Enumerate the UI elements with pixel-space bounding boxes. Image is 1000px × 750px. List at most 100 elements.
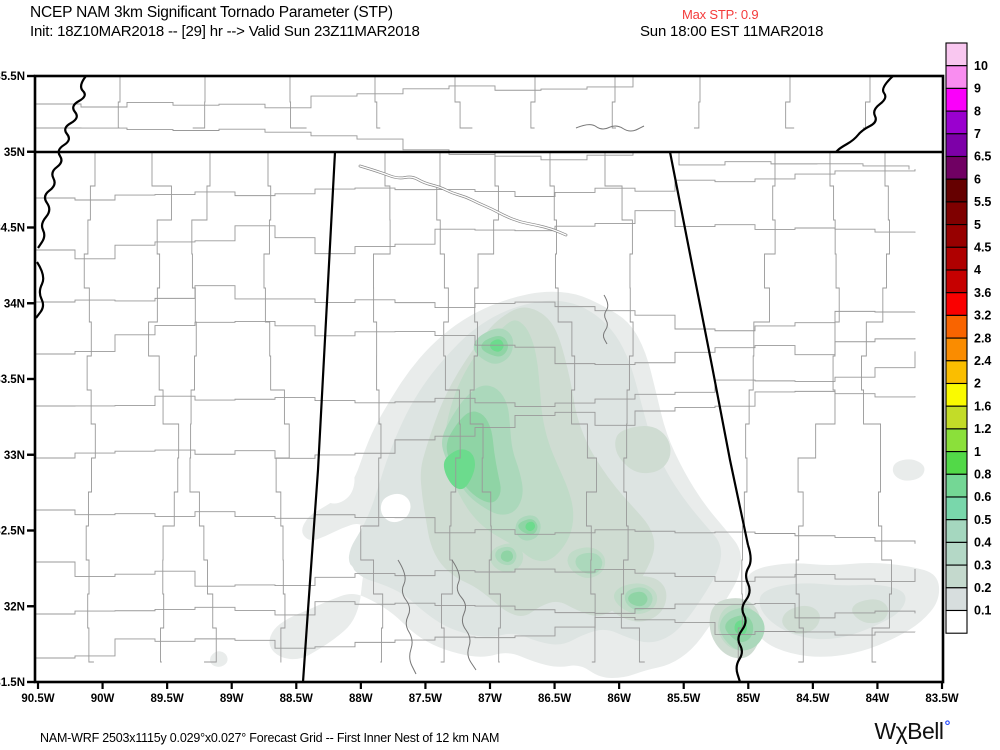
colorbar-tick-label: 2	[974, 377, 981, 391]
colorbar-tick-label: 10	[974, 59, 988, 73]
county-line	[530, 77, 536, 129]
smith-lake	[602, 294, 609, 345]
county-line	[289, 77, 307, 129]
colorbar-tick-label: 2.4	[974, 354, 991, 368]
wxbell-logo-text: WχBell	[874, 718, 944, 744]
colorbar-swatch	[945, 451, 968, 475]
county-line	[36, 321, 916, 366]
stp-contour-f-blob-0.6	[628, 591, 648, 607]
wxbell-degree-icon: °	[944, 718, 951, 735]
lat-tick-label: 34.5N	[0, 223, 25, 235]
colorbar-swatch	[945, 87, 968, 112]
max-stp-label: Max STP: 0.9	[682, 7, 759, 22]
lon-tick-label: 84.5W	[796, 693, 829, 705]
lon-tick-label: 88.5W	[280, 693, 313, 705]
colorbar-swatch	[945, 405, 968, 430]
colorbar-tick-label: 6.5	[974, 150, 991, 164]
county-line	[737, 152, 776, 663]
mississippi-alabama-border	[301, 151, 337, 681]
colorbar-tick-label: 0.4	[974, 536, 991, 550]
lat-tick-label: 32N	[4, 601, 25, 613]
county-line	[36, 509, 916, 544]
tennessee-creek	[575, 124, 645, 132]
lat-tick-label: 35.5N	[0, 71, 25, 83]
colorbar-swatch	[945, 224, 968, 248]
colorbar-swatch	[945, 133, 968, 158]
tennessee-northcarolina-border	[835, 77, 894, 153]
county-line	[785, 77, 795, 129]
lon-tick-label: 83.5W	[925, 693, 958, 705]
colorbar-tick-label: 0.6	[974, 490, 991, 504]
stp-contour-white-hole-2	[316, 464, 355, 504]
county-line	[36, 561, 916, 587]
county-line	[36, 601, 916, 619]
colorbar-swatch	[945, 587, 968, 612]
county-line	[117, 77, 121, 129]
colorbar-swatch	[945, 110, 968, 135]
colorbar-swatch	[945, 292, 968, 316]
county-line	[374, 77, 381, 129]
stp-contour-d-blob-0.6	[500, 550, 513, 562]
lon-tick-label: 88W	[349, 693, 373, 705]
colorbar-swatch	[945, 42, 968, 67]
county-line	[611, 77, 616, 129]
lat-tick-label: 34N	[4, 298, 25, 310]
chattahoochee-river-border	[735, 544, 752, 681]
tennessee-river-inner	[359, 165, 567, 236]
colorbar-swatch	[945, 496, 968, 521]
county-line	[192, 77, 206, 129]
county-line	[36, 127, 910, 170]
tombigbee-river	[397, 559, 417, 675]
stp-contour-river-max-0.8	[734, 620, 747, 635]
county-line	[36, 617, 916, 659]
colorbar-swatch	[945, 541, 968, 566]
county-line	[36, 210, 916, 260]
lon-tick-label: 87.5W	[409, 693, 442, 705]
stp-contour-georgia-patch-2-0.3	[852, 599, 888, 624]
colorbar-tick-label: 1.6	[974, 399, 991, 413]
stp-contour-white-hole-1	[380, 493, 411, 523]
wxbell-logo: WχBell°	[840, 718, 950, 745]
colorbar-tick-label: 5.5	[974, 195, 991, 209]
colorbar-tick-label: 0.8	[974, 468, 991, 482]
lat-tick-label: 32.5N	[0, 526, 25, 538]
colorbar-swatch	[945, 382, 968, 407]
mississippi-river-upper	[37, 77, 87, 249]
colorbar-swatch	[945, 178, 968, 203]
stp-contour-c-max-0.8	[525, 521, 536, 532]
lon-tick-label: 85.5W	[667, 693, 700, 705]
colorbar-tick-label: 1	[974, 445, 981, 459]
lon-tick-label: 87W	[478, 693, 502, 705]
colorbar-swatch	[945, 201, 968, 226]
county-line	[360, 152, 391, 663]
lat-tick-label: 31.5N	[0, 677, 25, 689]
stp-contour-east-patch-0.3	[615, 426, 671, 474]
colorbar-legend: 10 9 8 7 6.5 6 5.5 5 4.5 4 3.6 3.2 2.8 2.4 2 1.6 1.2 1 0.8…	[945, 42, 991, 634]
rivers	[358, 124, 645, 675]
page-title: NCEP NAM 3km Significant Tornado Paramet…	[30, 4, 393, 21]
county-line	[36, 351, 916, 408]
county-line	[604, 152, 645, 663]
county-line	[263, 152, 290, 663]
stp-contour-fills	[210, 291, 940, 678]
colorbar-tick-label: 5	[974, 218, 981, 232]
colorbar-tick-label: 8	[974, 104, 981, 118]
colorbar-swatch	[945, 65, 968, 89]
colorbar-swatch	[945, 473, 968, 498]
colorbar-tick-label: 3.6	[974, 286, 991, 300]
county-line	[36, 285, 916, 332]
county-line	[862, 77, 871, 129]
colorbar-swatch	[945, 428, 968, 453]
colorbar-swatch	[945, 564, 968, 589]
lon-tick-label: 90W	[91, 693, 115, 705]
axes: 35.5N 35N 34.5N 34N 33.5N 33N 32.5N 32N 31.5N 90.…	[0, 71, 959, 705]
colorbar-tick-label: 4	[974, 263, 981, 277]
colorbar-tick-label: 0.3	[974, 558, 991, 572]
county-line	[469, 152, 501, 663]
colorbar-swatch	[945, 360, 968, 385]
lon-tick-label: 89W	[220, 693, 244, 705]
colorbar-tick-label: 3.2	[974, 309, 991, 323]
county-line	[189, 152, 217, 663]
colorbar-swatch	[945, 337, 968, 362]
